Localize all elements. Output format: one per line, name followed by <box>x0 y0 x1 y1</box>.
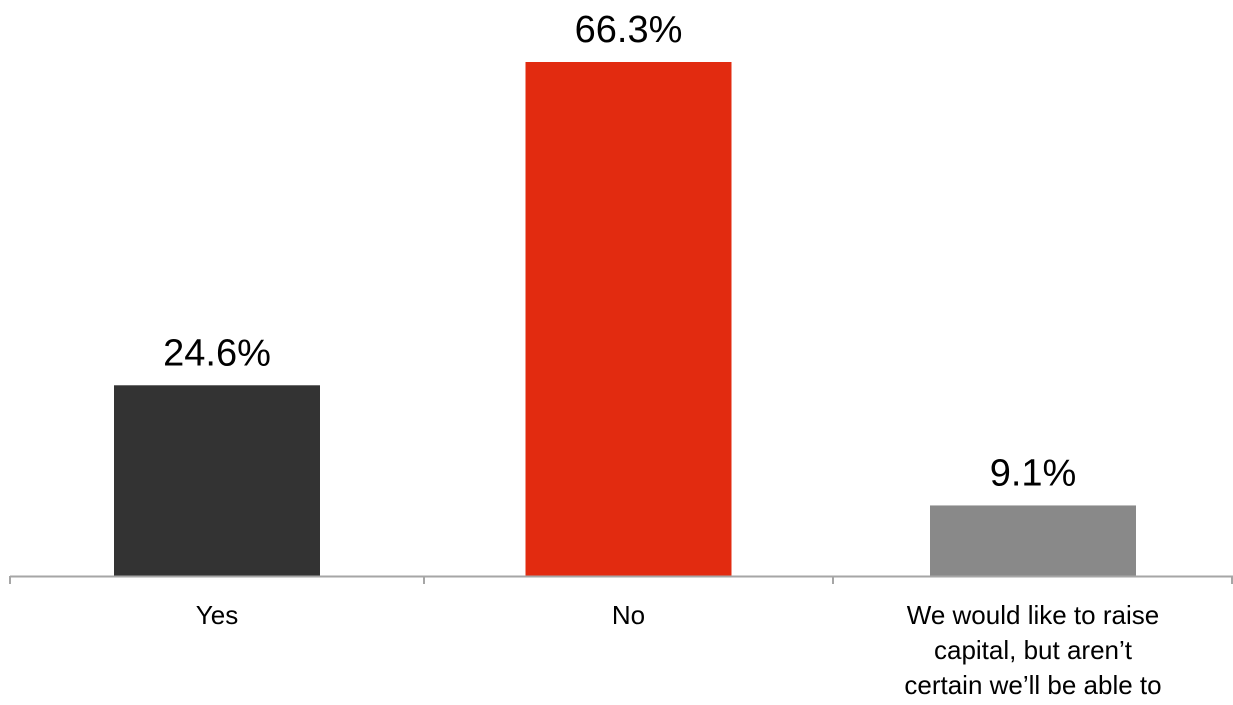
bar <box>114 385 320 576</box>
x-tick-label: Yes <box>196 600 238 630</box>
x-tick-label: No <box>612 600 645 630</box>
bar <box>930 505 1136 576</box>
data-label: 24.6% <box>163 332 271 374</box>
data-label: 9.1% <box>990 452 1077 494</box>
bar <box>525 62 732 576</box>
data-label: 66.3% <box>575 9 683 51</box>
x-tick-label: We would like to raise capital, but aren’… <box>904 600 1161 700</box>
